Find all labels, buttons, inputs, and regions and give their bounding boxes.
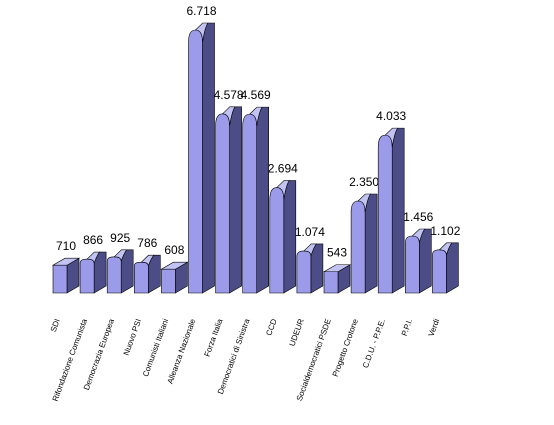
category-label: Forza Italia xyxy=(202,317,224,358)
value-label: 608 xyxy=(164,243,184,257)
bar-top-face xyxy=(221,106,236,126)
bar-front-face xyxy=(350,200,366,294)
value-label: 1.456 xyxy=(403,210,433,224)
bar-top-face xyxy=(438,242,453,256)
bar-front-face xyxy=(405,235,420,294)
category-label: Progetto Crotone xyxy=(331,317,360,378)
bar xyxy=(106,249,134,294)
bar xyxy=(188,22,215,294)
bar-top-face xyxy=(194,22,209,43)
value-label: 710 xyxy=(56,239,76,253)
category-label: CCD xyxy=(264,317,278,337)
bar xyxy=(322,264,352,294)
bar-front-face xyxy=(161,268,176,294)
bar-front-face xyxy=(79,258,95,294)
value-label: 543 xyxy=(327,246,347,260)
bar-front-face xyxy=(188,29,203,294)
bar-top-face xyxy=(411,228,426,243)
bar xyxy=(134,254,161,294)
value-label: 4.569 xyxy=(241,88,271,102)
bar xyxy=(242,106,269,294)
bar-top-face xyxy=(357,193,372,213)
value-label: 2.694 xyxy=(268,162,298,176)
bar-top-face xyxy=(140,254,155,267)
bar-top-face xyxy=(113,249,128,262)
bar-front-face xyxy=(296,250,312,294)
value-label: 866 xyxy=(83,233,103,247)
category-label: Verdi xyxy=(427,317,442,337)
value-label: 4.578 xyxy=(214,88,244,102)
value-label: 6.718 xyxy=(186,4,216,18)
bar-front-face xyxy=(432,249,447,294)
bar-top-face xyxy=(86,251,101,264)
category-label: Comunisti Italiani xyxy=(141,317,170,378)
bar-top-face xyxy=(276,180,290,200)
bar xyxy=(51,257,81,294)
bar-front-face xyxy=(377,134,393,294)
category-label: Nuovo PSI xyxy=(122,318,144,357)
bar xyxy=(405,228,432,294)
bar-side-face xyxy=(229,106,242,294)
bar-top-face xyxy=(303,243,317,257)
bar-side-face xyxy=(256,106,269,294)
value-label: 1.102 xyxy=(430,224,460,238)
value-label: 4.033 xyxy=(376,109,406,123)
value-label: 925 xyxy=(110,231,130,245)
bar-side-face xyxy=(364,193,378,294)
category-label: SDI xyxy=(49,318,62,334)
category-label: C.D.U. - P.P.E. xyxy=(361,318,387,370)
bar-front-face xyxy=(215,113,230,294)
category-label: Alleanza Nazionale xyxy=(165,317,197,385)
bar-top-face xyxy=(384,127,399,148)
bar xyxy=(296,243,324,294)
bar xyxy=(377,127,405,294)
bar xyxy=(269,180,297,294)
bar-side-face xyxy=(202,22,215,294)
category-label: Democrazia Europea xyxy=(82,317,116,391)
bars-layer xyxy=(51,22,459,294)
bar-top-face xyxy=(248,106,263,127)
value-label: 786 xyxy=(137,236,157,250)
bar-front-face xyxy=(323,271,339,294)
bar-front-face xyxy=(106,256,122,294)
bar xyxy=(432,242,459,294)
bar-front-face xyxy=(242,113,257,294)
bar-top-face xyxy=(322,264,352,273)
bar-front-face xyxy=(52,264,68,294)
bar-side-face xyxy=(419,228,432,294)
value-label: 1.074 xyxy=(295,225,325,239)
bar xyxy=(215,106,242,294)
bar xyxy=(160,261,189,294)
bar-top-face xyxy=(160,261,189,270)
bar xyxy=(350,193,378,294)
bar xyxy=(79,251,107,294)
value-label: 2.350 xyxy=(349,175,379,189)
bar-front-face xyxy=(269,187,285,294)
category-label: UDEUR xyxy=(288,317,306,347)
bar-top-face xyxy=(51,257,81,266)
category-label: P.P.I. xyxy=(400,318,414,338)
bar-front-face xyxy=(134,261,149,294)
